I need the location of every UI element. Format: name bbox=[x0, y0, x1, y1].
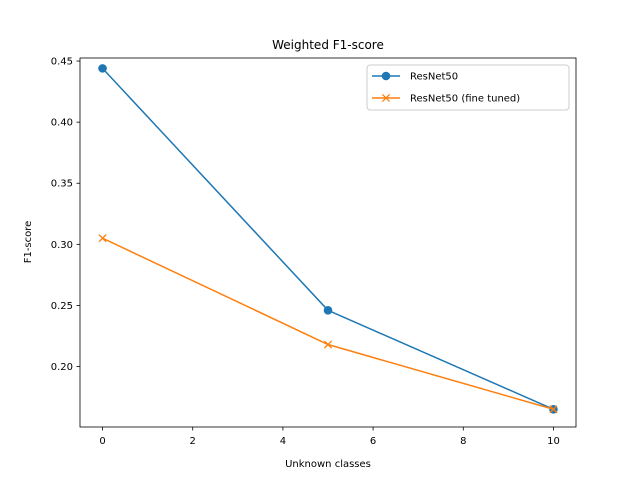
y-tick-label: 0.45 bbox=[51, 57, 73, 68]
axes-frame bbox=[79, 57, 577, 428]
legend-label: ResNet50 bbox=[410, 72, 458, 83]
data-point bbox=[323, 306, 333, 315]
x-tick-label: 6 bbox=[370, 436, 376, 447]
y-tick-label: 0.35 bbox=[51, 179, 73, 190]
plot-area bbox=[98, 64, 558, 414]
data-point bbox=[98, 64, 107, 73]
legend-box bbox=[366, 64, 570, 111]
data-point bbox=[98, 234, 107, 243]
x-tick-label: 4 bbox=[280, 436, 286, 447]
legend-entry: ResNet50 bbox=[372, 72, 458, 83]
data-point bbox=[549, 405, 558, 414]
x-tick-label: 8 bbox=[460, 436, 466, 447]
legend-label: ResNet50 (fine tuned) bbox=[410, 94, 520, 105]
data-point bbox=[323, 340, 333, 349]
x-tick-label: 2 bbox=[190, 436, 196, 447]
y-tick-label: 0.40 bbox=[51, 118, 73, 129]
y-axis-label: F1-score bbox=[23, 221, 34, 264]
legend-marker bbox=[381, 93, 391, 103]
chart-title: Weighted F1-score bbox=[272, 38, 384, 52]
x-axis-label: Unknown classes bbox=[285, 459, 371, 470]
series-2 bbox=[98, 234, 558, 414]
x-tick-label: 0 bbox=[99, 436, 105, 447]
y-tick-label: 0.30 bbox=[51, 240, 73, 251]
x-tick-label: 10 bbox=[547, 436, 560, 447]
y-tick-label: 0.20 bbox=[51, 362, 73, 373]
legend-entry: ResNet50 (fine tuned) bbox=[372, 94, 520, 105]
x-axis: 0 2 4 6 8 10 bbox=[99, 427, 560, 447]
legend: ResNet50 ResNet50 (fine tuned) bbox=[366, 64, 570, 111]
y-axis: 0.20 0.25 0.30 0.35 0.40 0.45 bbox=[51, 57, 80, 373]
legend-marker bbox=[381, 71, 391, 81]
y-tick-label: 0.25 bbox=[51, 301, 73, 312]
